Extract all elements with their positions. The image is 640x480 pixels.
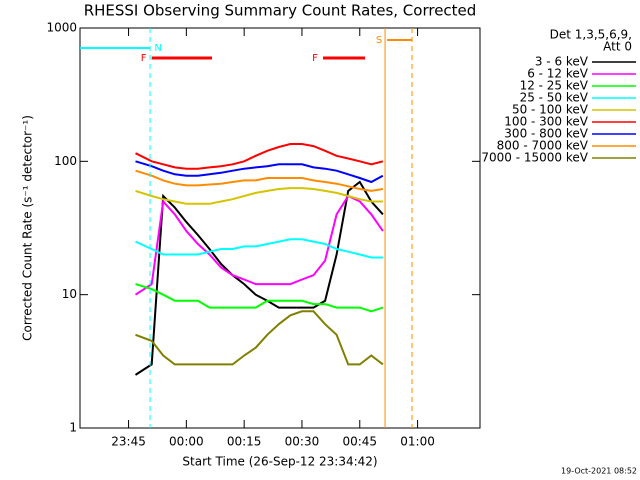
series-line (134, 180, 384, 376)
series-line (135, 160, 384, 184)
y-tick-label: 1 (69, 421, 77, 435)
series-line (135, 143, 384, 170)
interval-label: F (141, 53, 147, 64)
x-tick-label: 00:30 (285, 435, 320, 449)
series-line (135, 238, 383, 259)
series-line (135, 283, 384, 313)
series-line (135, 310, 384, 366)
series-line (134, 194, 384, 296)
legend-title: Att 0 (603, 40, 632, 54)
y-axis-label: Corrected Count Rate (s⁻¹ detector⁻¹) (21, 115, 35, 341)
x-tick-label: 00:15 (227, 435, 262, 449)
series-line (135, 187, 383, 205)
interval-label: F (312, 53, 318, 64)
legend-label: 7000 - 15000 keV (481, 151, 588, 165)
y-tick-label: 100 (54, 154, 77, 168)
legend-label: 800 - 7000 keV (497, 139, 589, 153)
y-tick-label: 10 (62, 287, 77, 301)
legend-label: 50 - 100 keV (512, 103, 589, 117)
x-tick-label: 01:00 (400, 435, 435, 449)
x-tick-label: 00:45 (342, 435, 377, 449)
y-tick-label: 1000 (46, 21, 77, 35)
legend-label: 100 - 300 keV (504, 115, 588, 129)
plot-frame (79, 27, 481, 429)
x-axis-label: Start Time (26-Sep-12 23:34:42) (182, 455, 377, 469)
footer: 19-Oct-2021 08:52 (561, 467, 637, 476)
legend-label: 3 - 6 keV (535, 55, 589, 69)
legend-title: Det 1,3,5,6,9, (550, 28, 632, 42)
series-line (135, 169, 384, 192)
interval-label: S (376, 35, 382, 46)
legend-label: 12 - 25 keV (520, 79, 589, 93)
legend-label: 6 - 12 keV (527, 67, 589, 81)
legend-label: 300 - 800 keV (504, 127, 588, 141)
chart-title: RHESSI Observing Summary Count Rates, Co… (84, 2, 477, 20)
legend-label: 25 - 50 keV (520, 91, 589, 105)
interval-label: N (154, 43, 161, 54)
x-tick-label: 00:00 (169, 435, 204, 449)
x-tick-label: 23:45 (111, 435, 146, 449)
